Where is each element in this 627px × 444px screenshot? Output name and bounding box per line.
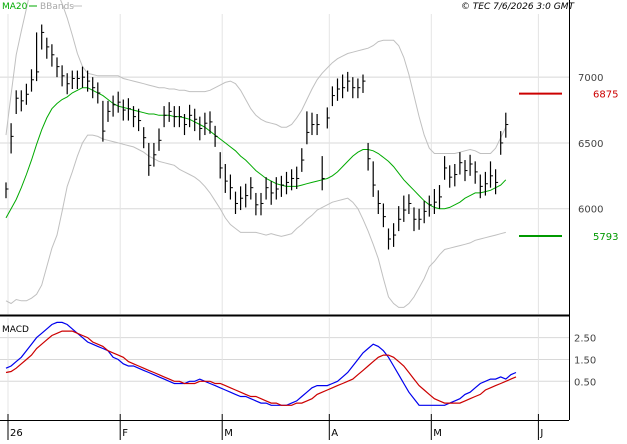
macd-tick-label: 1.50 [574,355,596,366]
x-tick-label: M [433,428,442,439]
macd-series-line [5,330,517,406]
level-annotations: 6875 5793 [519,90,618,243]
x-tick-label: 26 [10,428,23,439]
price-tick-label: 6000 [578,205,603,216]
ma20-line [5,87,507,219]
bollinger-bands [5,0,507,308]
grid-lines [0,14,569,414]
macd-series-line [5,321,517,406]
bbands-lower-line [5,134,506,308]
price-tick-label: 7000 [578,73,603,84]
macd-title: MACD [2,325,29,335]
x-tick-label: M [224,428,233,439]
macd-tick-label: 0.50 [574,377,596,388]
price-bars [5,24,509,250]
legend-ma20: MA20 [2,2,28,12]
macd-tick-label: 2.50 [574,334,596,345]
level-label: 5793 [593,232,618,243]
level-label: 6875 [593,90,618,101]
x-tick-label: J [539,428,543,439]
macd-panel [5,321,517,406]
ma20-polyline [5,87,507,219]
bbands-upper-line [5,0,507,154]
chart-header: MA20 BBands © TEC 7/6/2026 3:0 GMT [2,2,575,12]
timestamp: © TEC 7/6/2026 3:0 GMT [461,2,576,12]
x-tick-label: F [122,428,128,439]
legend-bbands: BBands [40,2,74,12]
x-tick-label: A [331,428,338,439]
axes: 6000 6500 7000 0.50 1.50 2.50 26 F M A M J [0,0,603,440]
price-tick-label: 6500 [578,139,603,150]
